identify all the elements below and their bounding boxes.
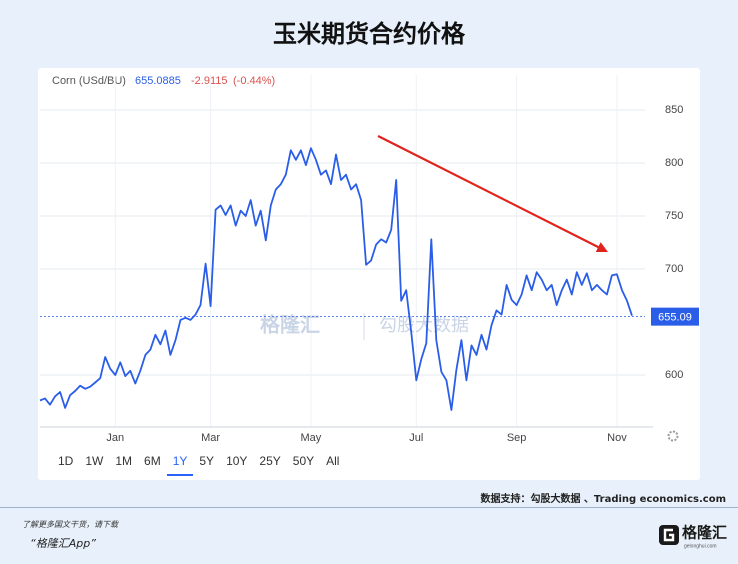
trend-arrow bbox=[377, 135, 608, 252]
series-name: Corn (USd/BU) bbox=[52, 75, 126, 87]
price-line bbox=[39, 147, 633, 411]
range-button[interactable]: 1W bbox=[85, 454, 104, 468]
divider bbox=[0, 507, 738, 508]
y-tick-label: 800 bbox=[665, 157, 683, 169]
y-tick-label: 700 bbox=[665, 263, 683, 275]
chart-panel: Corn (USd/BU) 655.0885 -2.9115 (-0.44%) … bbox=[38, 68, 700, 480]
y-tick-label: 600 bbox=[665, 369, 683, 381]
watermark: 格隆汇 bbox=[260, 312, 320, 336]
range-button[interactable]: 6M bbox=[144, 454, 161, 468]
y-tick-label: 850 bbox=[665, 104, 683, 116]
y-tick-label: 750 bbox=[665, 210, 683, 222]
x-tick-label: Jul bbox=[409, 432, 423, 444]
change-pct: (-0.44%) bbox=[233, 75, 275, 87]
range-button[interactable]: 5Y bbox=[199, 454, 215, 468]
x-tick-label: Sep bbox=[507, 432, 527, 444]
x-tick-label: Mar bbox=[201, 432, 220, 444]
x-tick-label: Jan bbox=[106, 432, 124, 444]
logo-url: gelonghui.com bbox=[684, 543, 717, 549]
chart: Corn (USd/BU) 655.0885 -2.9115 (-0.44%) … bbox=[39, 75, 699, 444]
price: 655.0885 bbox=[135, 75, 181, 87]
footer-app: “格隆汇App” bbox=[30, 537, 96, 550]
last-value-label: 655.09 bbox=[658, 312, 692, 324]
range-button[interactable]: 50Y bbox=[292, 454, 315, 468]
range-button[interactable]: 1M bbox=[115, 454, 133, 468]
x-tick-label: May bbox=[301, 432, 322, 444]
range-button[interactable]: 1Y bbox=[166, 452, 194, 476]
change: -2.9115 bbox=[191, 75, 228, 87]
range-button[interactable]: All bbox=[326, 454, 340, 468]
last-value-tag bbox=[651, 307, 699, 326]
settings-icon bbox=[667, 430, 679, 442]
logo: 格隆汇 gelonghui.com bbox=[659, 524, 727, 549]
footer-note: 了解更多国文干货，请下载 bbox=[22, 520, 118, 529]
range-button[interactable]: 1D bbox=[58, 454, 74, 468]
x-tick-label: Nov bbox=[607, 432, 627, 444]
range-button[interactable]: 25Y bbox=[259, 454, 281, 468]
range-selector: 1D 1W 1M 6M 1Y 5Y 10Y 25Y 50Y All bbox=[52, 452, 345, 476]
source: 数据支持：勾股大数据 、Trading economics.com bbox=[480, 494, 726, 505]
chart-title: 玉米期货合约价格 bbox=[273, 20, 465, 48]
range-button[interactable]: 10Y bbox=[226, 454, 248, 468]
logo-text: 格隆汇 bbox=[682, 524, 727, 542]
watermark: 勾股大数据 bbox=[379, 315, 469, 335]
